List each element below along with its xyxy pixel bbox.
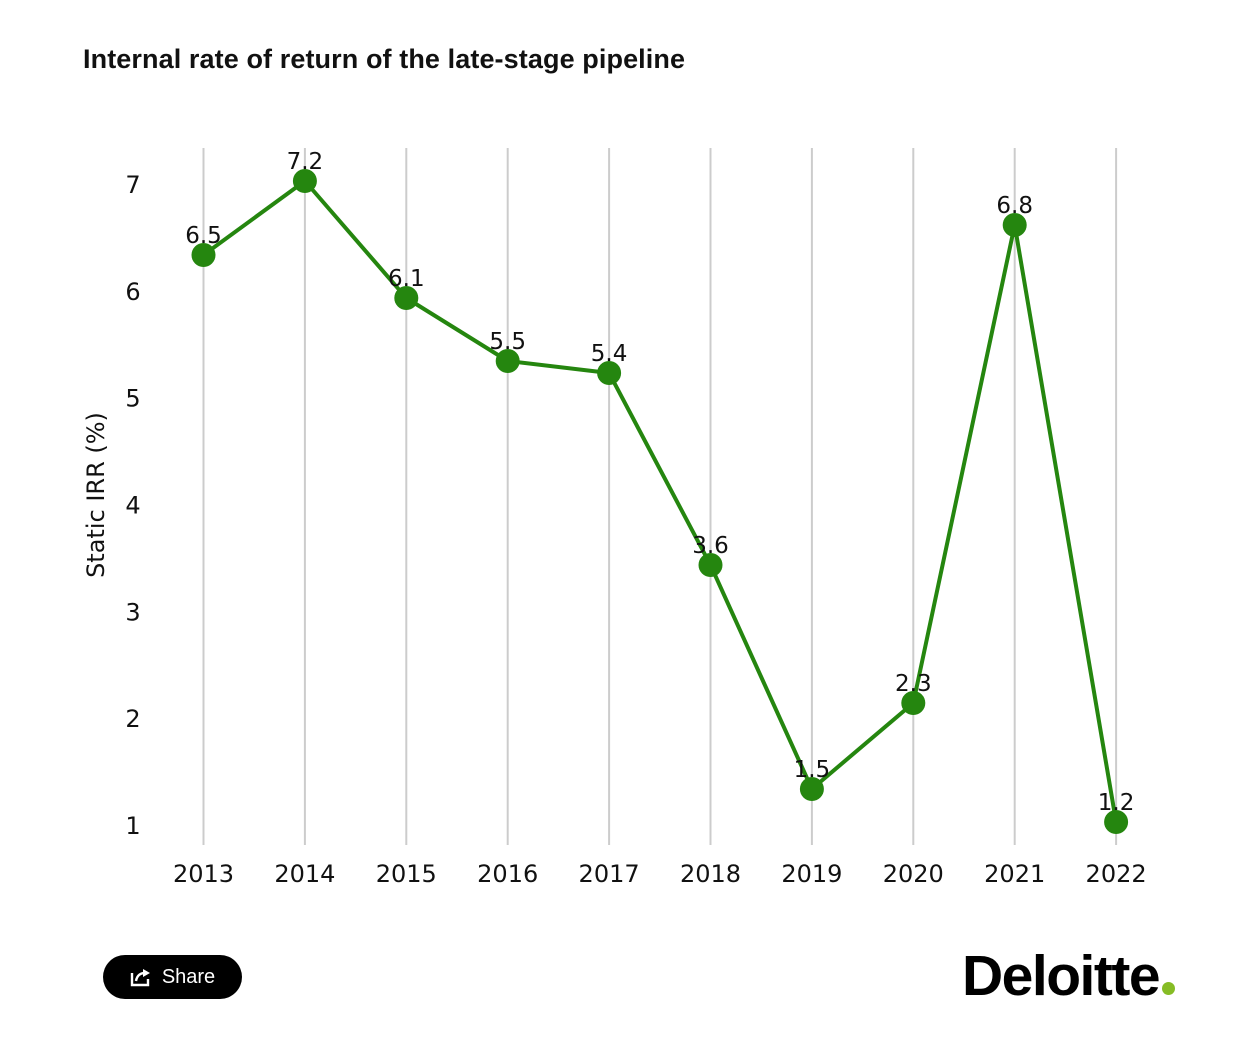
share-button[interactable]: Share <box>103 955 242 999</box>
data-label: 5.5 <box>489 329 526 355</box>
y-tick-label: 4 <box>125 492 140 520</box>
x-tick-label: 2017 <box>579 860 640 888</box>
data-label: 6.5 <box>185 223 222 249</box>
data-label: 7.2 <box>287 149 324 175</box>
data-point <box>1104 810 1129 834</box>
vertical-gridlines <box>202 148 1118 845</box>
y-axis-ticks: 1 2 3 4 5 6 7 <box>125 171 140 840</box>
x-tick-label: 2015 <box>376 860 437 888</box>
logo-dot <box>1162 982 1176 995</box>
data-point <box>394 286 419 310</box>
data-point <box>698 553 723 577</box>
chart-title: Internal rate of return of the late-stag… <box>83 44 686 74</box>
data-label: 5.4 <box>591 341 628 367</box>
logo-text: Deloitte <box>962 944 1161 1008</box>
data-label: 6.1 <box>388 266 425 292</box>
data-label: 1.5 <box>794 757 831 783</box>
y-tick-label: 3 <box>125 598 140 626</box>
data-label: 3.6 <box>692 533 729 559</box>
data-point <box>495 349 520 373</box>
deloitte-logo: Deloitte <box>962 944 1176 1008</box>
y-tick-label: 1 <box>125 812 140 840</box>
x-tick-label: 2021 <box>984 860 1045 888</box>
x-axis-ticks: 2013 2014 2015 2016 2017 2018 2019 2020 2021 2022 <box>173 860 1147 888</box>
x-tick-label: 2019 <box>781 860 842 888</box>
line-chart: 1 2 3 4 5 6 7 Static IRR (%) 6.5 7.2 6.1 5.5 5.4 3.… <box>82 148 1147 888</box>
y-tick-label: 5 <box>125 385 140 413</box>
y-tick-label: 7 <box>125 171 140 199</box>
data-point <box>292 169 317 193</box>
data-point <box>191 243 216 267</box>
data-label: 2.3 <box>895 671 932 697</box>
x-tick-label: 2022 <box>1086 860 1147 888</box>
share-label: Share <box>161 965 216 988</box>
series-line <box>202 179 1119 823</box>
data-point <box>597 361 622 385</box>
data-point <box>1002 213 1027 237</box>
y-axis-label: Static IRR (%) <box>82 412 110 578</box>
share-icon <box>130 967 152 987</box>
x-tick-label: 2013 <box>173 860 234 888</box>
x-tick-label: 2020 <box>883 860 944 888</box>
data-points <box>191 169 1129 834</box>
data-label: 6.8 <box>996 193 1033 219</box>
x-tick-label: 2018 <box>680 860 741 888</box>
data-point <box>901 691 926 715</box>
x-tick-label: 2016 <box>477 860 538 888</box>
data-labels: 6.5 7.2 6.1 5.5 5.4 3.6 1.5 2.3 6.8 1.2 <box>185 149 1134 816</box>
x-tick-label: 2014 <box>274 860 335 888</box>
y-tick-label: 6 <box>125 278 140 306</box>
y-tick-label: 2 <box>125 705 140 733</box>
data-point <box>799 777 824 801</box>
data-label: 1.2 <box>1098 790 1135 816</box>
